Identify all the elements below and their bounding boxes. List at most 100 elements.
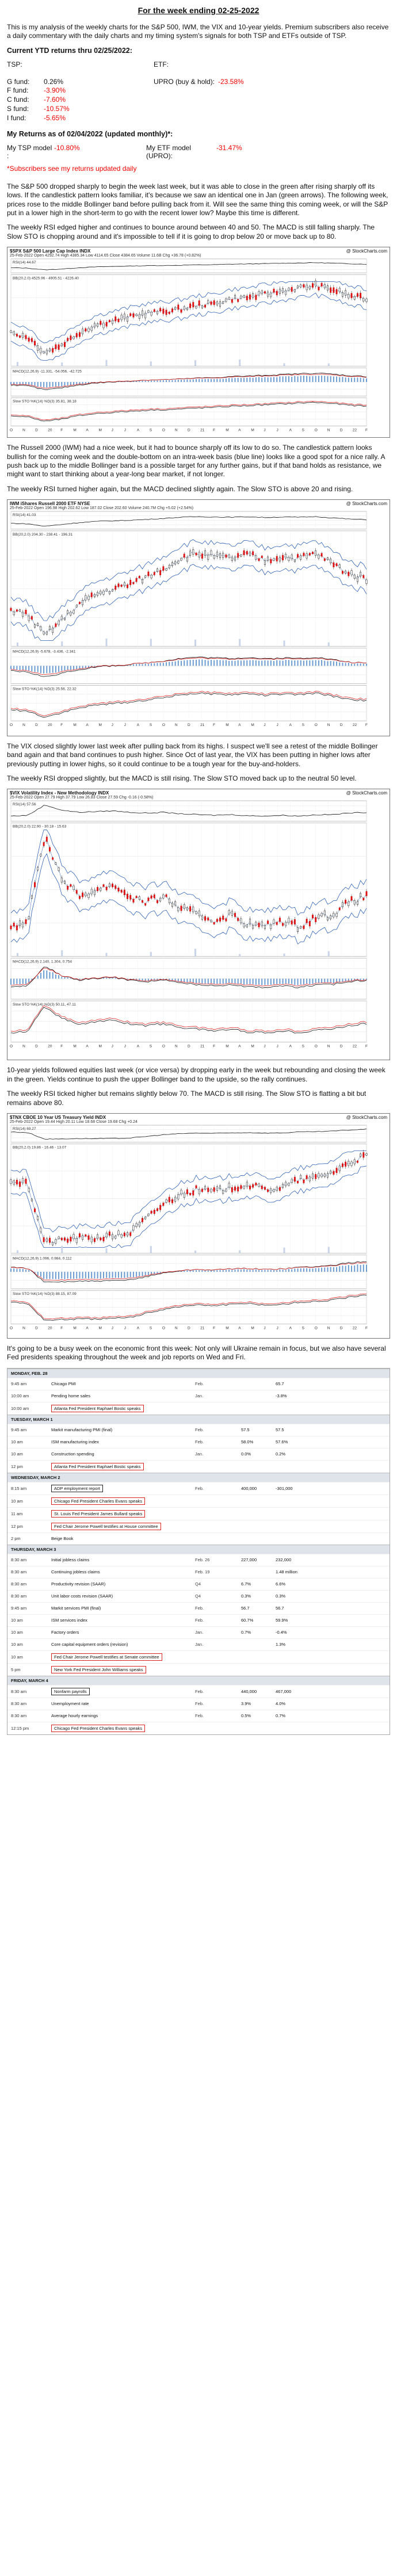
calendar-time: 8:30 am: [11, 1581, 27, 1587]
calendar-event: New York Fed President John Williams spe…: [51, 1665, 195, 1673]
x-tick-label: D: [340, 1327, 343, 1331]
x-tick-label: D: [340, 723, 343, 727]
chart-quote-values: Open 4292.74 High 4385.34 Low 4114.65 Cl…: [33, 254, 201, 258]
x-tick-label: O: [10, 723, 13, 727]
x-tick-label: A: [238, 1327, 241, 1331]
chart-header: IWM iShares Russell 2000 ETF NYSE @ Stock…: [7, 500, 390, 506]
panel-label: BB(20,2.0) 204.30 - 238.41 - 196.31: [13, 533, 72, 537]
calendar-event-name: Atlanta Fed President Raphael Bostic spe…: [51, 1462, 144, 1470]
x-tick-label: N: [327, 429, 330, 433]
chart-symbol: $TNX CBOE 10 Year US Treasury Yield INDX: [10, 1114, 106, 1120]
chart-date: 25-Feb-2022: [10, 254, 33, 258]
calendar-event: Chicago Fed President Charles Evans spea…: [51, 1724, 195, 1732]
x-tick-label: M: [99, 1327, 102, 1331]
calendar-period: Feb.: [195, 1606, 204, 1611]
calendar-forecast: 56.7: [241, 1606, 250, 1611]
x-tick-label: O: [162, 1327, 165, 1331]
x-tick-label: 22: [353, 1327, 357, 1331]
calendar-forecast: 0.3%: [241, 1593, 251, 1599]
tsp-fund-row: C fund: -7.60%: [7, 95, 154, 105]
x-tick-label: N: [22, 429, 25, 433]
calendar-time: 8:30 am: [11, 1593, 27, 1599]
calendar-event: Pending home sales: [51, 1393, 195, 1398]
x-tick-label: O: [162, 1045, 165, 1049]
panel-label: MACD(12,26,9) 1.096, 0.984, 0.112: [13, 1256, 72, 1260]
calendar-event: Chicago Fed President Charles Evans spea…: [51, 1497, 195, 1505]
x-tick-label: M: [73, 1327, 76, 1331]
x-axis: O N D 20 F M A M J J A S O N D 21 F M A M J J A S O N D 22 F: [10, 429, 368, 433]
x-tick-label: D: [188, 1045, 190, 1049]
calendar-period: Jan.: [195, 1642, 204, 1648]
my-etf-label: My ETF model (UPRO):: [146, 143, 192, 160]
x-tick-label: S: [302, 1045, 305, 1049]
x-tick-label: J: [264, 723, 265, 727]
calendar-event: Fed Chair Jerome Powell testifies at Sen…: [51, 1653, 195, 1661]
chart-canvas: RSI(14) 57.56 BB(20,2.0) 22.90 - 30.18 - …: [10, 801, 368, 1049]
calendar-event-name: Beige Book: [51, 1536, 74, 1542]
x-tick-label: S: [150, 1327, 152, 1331]
x-tick-label: M: [226, 1045, 228, 1049]
calendar-row: 10 am ISM services index Feb. 60.7% 59.9%: [7, 1614, 390, 1626]
my-returns-row: My TSP model : -10.80% My ETF model (UPR…: [7, 144, 390, 160]
calendar-row: 2 pm Beige Book: [7, 1532, 390, 1545]
x-tick-label: 22: [353, 1045, 357, 1049]
chart-panel-sto: Slow STO %K(14) %D(3) 35.81, 38.18: [10, 398, 367, 427]
calendar-forecast: 400,000: [241, 1485, 257, 1491]
x-tick-label: S: [302, 723, 305, 727]
calendar-previous: 6.6%: [276, 1581, 286, 1587]
tsp-fund-name: C fund:: [7, 95, 29, 104]
calendar-event: Unit labor costs revision (SAAR): [51, 1593, 195, 1599]
x-tick-label: 21: [200, 1045, 205, 1049]
x-tick-label: M: [251, 1327, 254, 1331]
calendar-forecast: 227,000: [241, 1557, 257, 1563]
calendar-previous: 4.0%: [276, 1701, 286, 1707]
calendar-row: 11 am St. Louis Fed President James Bulla…: [7, 1507, 390, 1520]
calendar-time: 10 am: [11, 1498, 23, 1504]
x-tick-label: M: [99, 1045, 102, 1049]
panel-label: Slow STO %K(14) %D(3) 25.56, 22.32: [13, 687, 77, 691]
calendar-time: 10 am: [11, 1630, 23, 1635]
x-tick-label: D: [188, 1327, 190, 1331]
calendar-forecast: 0.5%: [241, 1713, 251, 1719]
calendar-event: Initial jobless claims: [51, 1557, 195, 1562]
calendar-forecast: 0.7%: [241, 1630, 251, 1635]
x-tick-label: A: [238, 429, 241, 433]
calendar-event: Factory orders: [51, 1630, 195, 1635]
x-tick-label: F: [60, 1045, 63, 1049]
x-axis: O N D 20 F M A M J J A S O N D 21 F M A M J J A S O N D 22 F: [10, 1045, 368, 1049]
x-tick-label: N: [327, 1045, 330, 1049]
tnx-paragraph-1: 10-year yields followed equities last we…: [7, 1066, 385, 1083]
calendar-row: 10 am Core capital equipment orders (revi…: [7, 1638, 390, 1650]
calendar-previous: -301,000: [276, 1485, 293, 1491]
calendar-row: 10 am Fed Chair Jerome Powell testifies a…: [7, 1650, 390, 1663]
spx-chart: $SPX S&P 500 Large Cap Index INDX @ Stock…: [7, 247, 390, 438]
my-etf-value: -31.47%: [216, 143, 242, 152]
spx-paragraph-2: The weekly RSI edged higher and continue…: [7, 223, 375, 240]
x-tick-label: S: [150, 1045, 152, 1049]
page-title: For the week ending 02-25-2022: [138, 6, 259, 15]
x-tick-label: J: [277, 429, 278, 433]
x-tick-label: J: [112, 429, 113, 433]
calendar-forecast: 6.7%: [241, 1581, 251, 1587]
calendar-event-name: Fed Chair Jerome Powell testifies at Sen…: [51, 1653, 162, 1661]
tsp-fund-name: I fund:: [7, 113, 26, 122]
calendar-event-name: Chicago Fed President Charles Evans spea…: [51, 1497, 145, 1505]
calendar-previous: 56.7: [276, 1606, 284, 1611]
calendar-time: 8:30 am: [11, 1688, 27, 1694]
calendar-event: Beige Book: [51, 1536, 195, 1541]
calendar-event: Average hourly earnings: [51, 1713, 195, 1718]
calendar-time: 8:30 am: [11, 1569, 27, 1575]
chart-panel-main: BB(20,2.0) 204.30 - 238.41 - 196.31: [10, 530, 368, 647]
chart-symbol: IWM iShares Russell 2000 ETF NYSE: [10, 501, 90, 506]
tsp-fund-value: -5.65%: [44, 113, 66, 122]
calendar-event-name: Factory orders: [51, 1630, 79, 1635]
chart-panel-sto: Slow STO %K(14) %D(3) 25.56, 22.32: [10, 685, 367, 721]
calendar-time: 10 am: [11, 1654, 23, 1660]
chart-panel-rsi: RSI(14) 57.56: [10, 801, 367, 822]
panel-label: Slow STO %K(14) %D(3) 88.15, 87.09: [13, 1292, 77, 1296]
chart-canvas: RSI(14) 69.27 BB(20,2.0) 19.86 - 16.46 - …: [10, 1125, 368, 1331]
chart-panel-macd: MACD(12,26,9) -5.678, -3.436, -2.341: [10, 648, 367, 684]
x-tick-label: J: [124, 1045, 126, 1049]
calendar-event-name: Fed Chair Jerome Powell testifies at Hou…: [51, 1522, 161, 1530]
calendar-event-name: Atlanta Fed President Raphael Bostic spe…: [51, 1404, 144, 1412]
